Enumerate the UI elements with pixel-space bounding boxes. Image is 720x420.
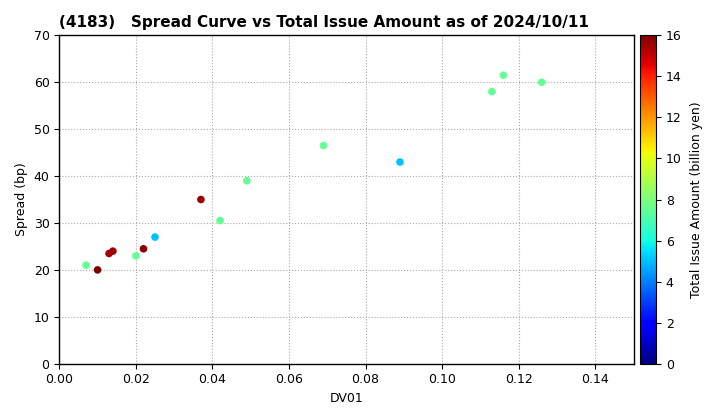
- Point: [107, 248, 119, 255]
- Point: [486, 88, 498, 95]
- Point: [395, 159, 406, 165]
- Point: [215, 217, 226, 224]
- Point: [149, 234, 161, 240]
- Text: (4183)   Spread Curve vs Total Issue Amount as of 2024/10/11: (4183) Spread Curve vs Total Issue Amoun…: [59, 15, 589, 30]
- Point: [536, 79, 547, 86]
- Point: [130, 252, 142, 259]
- Point: [318, 142, 329, 149]
- X-axis label: DV01: DV01: [330, 392, 364, 405]
- Point: [241, 177, 253, 184]
- Point: [195, 196, 207, 203]
- Point: [498, 72, 509, 79]
- Y-axis label: Total Issue Amount (billion yen): Total Issue Amount (billion yen): [690, 101, 703, 298]
- Point: [138, 245, 149, 252]
- Point: [91, 267, 103, 273]
- Point: [81, 262, 92, 268]
- Y-axis label: Spread (bp): Spread (bp): [15, 163, 28, 236]
- Point: [103, 250, 114, 257]
